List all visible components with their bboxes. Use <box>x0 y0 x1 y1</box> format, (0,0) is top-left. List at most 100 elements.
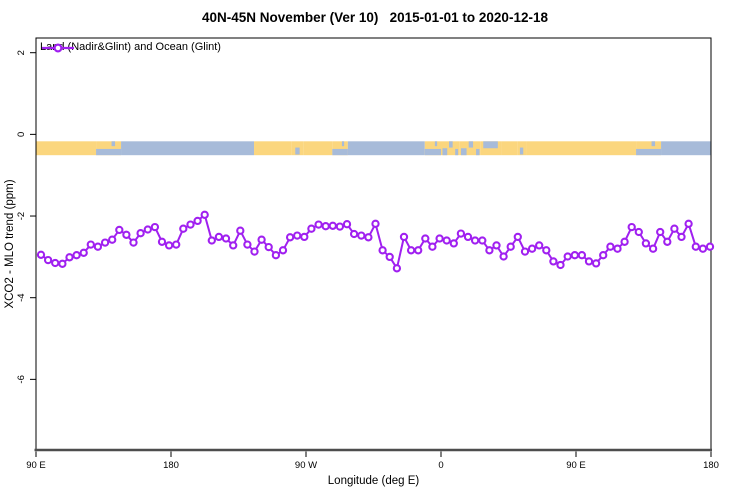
data-point <box>634 227 643 237</box>
band-lake-detail <box>519 147 524 155</box>
data-point <box>221 234 231 243</box>
data-point <box>485 246 494 255</box>
data-point <box>207 236 216 245</box>
y-tick-label: 0 <box>16 132 27 137</box>
data-point <box>136 229 145 238</box>
data-point <box>698 244 708 253</box>
data-point <box>406 246 416 255</box>
data-point <box>115 225 124 235</box>
data-point <box>285 233 295 242</box>
data-point <box>556 260 565 270</box>
band-segment-ocean <box>347 141 425 156</box>
data-point <box>93 242 103 251</box>
y-tick-label: -6 <box>16 375 27 383</box>
data-point <box>648 244 658 253</box>
data-point <box>100 238 110 247</box>
data-point <box>143 225 152 234</box>
band-segment-ocean <box>661 141 711 156</box>
data-point <box>584 257 594 266</box>
legend-label: Land (Nadir&Glint) and Ocean (Glint) <box>40 41 221 53</box>
data-point <box>36 250 46 259</box>
data-point <box>385 252 394 262</box>
data-point <box>357 231 366 240</box>
data-point <box>449 239 458 248</box>
data-point <box>300 232 309 242</box>
data-point <box>179 224 188 233</box>
band-segment-land <box>303 141 333 156</box>
data-point <box>243 240 252 249</box>
band-coast-detail <box>424 148 441 156</box>
data-point <box>684 219 693 228</box>
data-point <box>43 255 53 265</box>
data-point <box>577 251 587 260</box>
band-segment-land <box>501 141 518 156</box>
data-point <box>314 220 323 229</box>
band-segment-land <box>36 141 97 156</box>
data-point <box>264 242 273 252</box>
data-point <box>663 237 672 246</box>
data-point <box>86 240 95 249</box>
data-point <box>527 244 537 253</box>
data-point <box>478 236 487 245</box>
band-coast-detail <box>332 148 348 156</box>
data-point <box>691 242 700 251</box>
data-point <box>257 235 266 244</box>
data-point <box>65 253 74 262</box>
data-point <box>456 229 466 238</box>
data-point <box>421 234 430 243</box>
data-point <box>79 248 88 257</box>
band-coast-detail <box>636 148 662 156</box>
band-segment-ocean <box>121 141 255 156</box>
x-axis-label: Longitude (deg E) <box>327 475 420 487</box>
y-tick-label: -2 <box>16 212 27 220</box>
data-point <box>164 241 174 250</box>
data-point <box>392 264 402 273</box>
data-point <box>236 226 245 235</box>
data-point <box>200 210 209 219</box>
data-point <box>599 251 608 260</box>
band-coast-detail <box>483 141 498 149</box>
data-point <box>591 259 601 268</box>
data-point <box>492 241 501 250</box>
legend-line-marker-icon <box>42 43 74 53</box>
data-point <box>499 252 508 261</box>
band-lake-detail <box>295 147 300 155</box>
data-point <box>58 259 67 268</box>
data-point <box>399 232 409 242</box>
y-axis-label: XCO2 - MLO trend (ppm) <box>4 179 16 309</box>
data-point <box>613 244 622 253</box>
band-mix-detail <box>460 148 467 156</box>
data-point <box>542 246 551 255</box>
data-point <box>364 233 373 242</box>
data-point <box>520 247 530 256</box>
data-point <box>321 222 330 231</box>
data-point <box>328 221 337 230</box>
data-point <box>641 239 651 248</box>
data-point <box>442 236 451 245</box>
data-point <box>549 257 558 266</box>
data-point <box>250 247 259 256</box>
data-point <box>108 235 117 244</box>
band-coast-detail <box>96 148 122 156</box>
data-point <box>72 251 81 260</box>
data-point <box>677 232 686 242</box>
band-coast-detail <box>341 141 345 147</box>
data-point <box>378 246 387 255</box>
y-tick-label: -4 <box>16 293 27 301</box>
data-point <box>656 227 665 237</box>
data-point <box>335 222 345 231</box>
data-point <box>193 216 202 226</box>
band-segment-land <box>526 141 637 156</box>
legend: Land (Nadir&Glint) and Ocean (Glint) <box>40 41 221 53</box>
data-point <box>670 224 679 233</box>
data-point <box>620 237 629 246</box>
data-point <box>157 237 167 246</box>
band-coast-detail <box>651 141 656 147</box>
band-mix-detail <box>442 148 448 156</box>
data-point <box>428 242 437 251</box>
data-point <box>186 220 195 229</box>
band-coast-detail <box>111 141 116 147</box>
data-point <box>214 232 224 242</box>
data-point <box>172 240 181 249</box>
